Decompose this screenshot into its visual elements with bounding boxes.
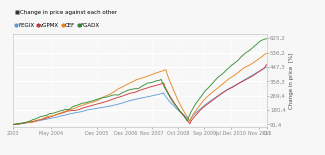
Y-axis label: Change in price  [%]: Change in price [%] — [289, 53, 293, 109]
Legend: FEGIX, vGPMX, CEF, FGADX: FEGIX, vGPMX, CEF, FGADX — [13, 21, 102, 31]
